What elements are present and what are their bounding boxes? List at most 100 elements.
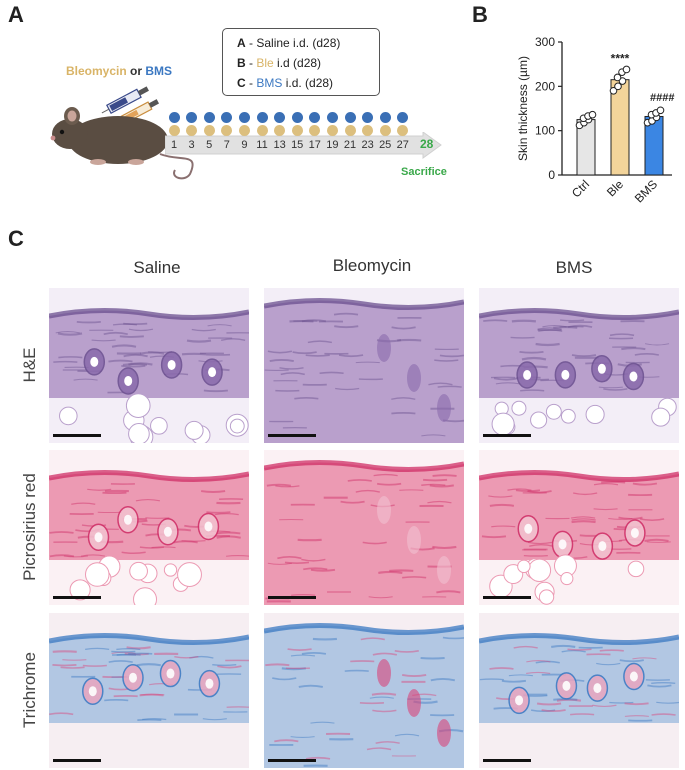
row-label-trichrome: Trichrome (20, 652, 39, 728)
histology-image-picrosirius-red-bleomycin (264, 450, 464, 605)
data-point (614, 82, 622, 91)
timeline-dot-bottom (186, 125, 198, 136)
timeline-dot-top (379, 112, 391, 123)
end-day-label: 28 (420, 137, 434, 151)
timeline-dot-top (274, 112, 286, 123)
timeline-dot-top (326, 112, 338, 123)
timeline-day-label: 9 (241, 139, 248, 151)
skin-thickness-chart: 0 100 200 300 Skin thickness (µm) Ctrl Ble BMS *… (516, 35, 674, 206)
significance-bms: #### (650, 92, 674, 104)
timeline-dot-bottom (291, 125, 303, 136)
legend-row-a: A - Saline i.d. (d28) (237, 36, 341, 50)
treatment-legend: A - Saline i.d. (d28) B - Ble i.d (d28) … (222, 28, 380, 96)
histology-image-picrosirius-red-bms (479, 450, 679, 605)
timeline-dot-bottom (274, 125, 286, 136)
timeline-dot-top (344, 112, 356, 123)
timeline-dot-top (221, 112, 233, 123)
column-title-bleomycin: Bleomycin (332, 256, 412, 275)
timeline-dot-bottom (362, 125, 374, 136)
or-label: or (130, 64, 143, 78)
significance-ble: **** (611, 51, 630, 65)
timeline-day-label: 1 (170, 139, 178, 151)
y-tick-label: 200 (535, 79, 555, 93)
timeline-dot-top (397, 112, 409, 123)
timeline-dot-top (309, 112, 321, 123)
timeline-day-label: 11 (256, 139, 268, 151)
timeline-dot-top (291, 112, 303, 123)
timeline-day-label: 15 (291, 139, 304, 151)
timeline-day-label: 23 (361, 139, 374, 151)
scale-bar (53, 759, 101, 762)
legend-row-b: B - Ble i.d (d28) (237, 56, 322, 70)
data-point (622, 65, 631, 74)
timeline-day-label: 13 (273, 139, 286, 151)
histology-image-h-e-saline (49, 288, 249, 443)
data-point (588, 110, 597, 119)
y-axis-label: Skin thickness (µm) (516, 56, 530, 161)
scale-bar (483, 759, 531, 762)
data-point (618, 77, 627, 85)
timeline-dot-bottom (326, 125, 338, 136)
scale-bar (268, 759, 316, 762)
timeline-dot-top (168, 112, 180, 123)
timeline-dot-bottom (256, 125, 268, 136)
row-label-he: H&E (20, 347, 39, 383)
x-tick-label: BMS (632, 177, 660, 205)
timeline-dot-bottom (203, 125, 215, 136)
timeline-day-label: 21 (343, 139, 357, 151)
timeline-dot-bottom (397, 125, 409, 136)
histology-image-h-e-bleomycin (264, 288, 464, 443)
y-tick-label: 0 (548, 168, 555, 182)
histology-image-h-e-bms (479, 288, 679, 443)
timeline-arrow (165, 132, 442, 159)
timeline-dot-bottom (168, 125, 180, 136)
timeline-dot-top (186, 112, 198, 123)
data-point (613, 73, 622, 82)
timeline-day-label: 25 (379, 139, 392, 151)
scale-bar (53, 596, 101, 599)
panel-letter-c: C (8, 226, 24, 251)
scale-bar (268, 596, 316, 599)
scale-bar (53, 434, 101, 437)
timeline-day-label: 7 (223, 139, 230, 151)
panel-letter-a: A (8, 2, 24, 27)
histology-image-trichrome-bms (479, 613, 679, 768)
histology-image-trichrome-bleomycin (264, 613, 464, 768)
timeline-dot-top (362, 112, 374, 123)
column-title-saline: Saline (133, 258, 181, 277)
timeline-dot-bottom (238, 125, 250, 136)
treatment-labels: Bleomycin or BMS (66, 64, 172, 78)
row-label-picrosirius: Picrosirius red (20, 473, 39, 581)
histology-image-picrosirius-red-saline (49, 450, 249, 605)
timeline-dot-top (203, 112, 215, 123)
bleomycin-label: Bleomycin (66, 64, 127, 78)
timeline-dot-bottom (221, 125, 233, 136)
timeline-dot-top (256, 112, 268, 123)
timeline-day-label: 27 (396, 139, 409, 151)
y-tick-label: 100 (535, 124, 555, 138)
mouse-illustration (50, 86, 194, 180)
syringe-blue-icon (101, 86, 149, 115)
timeline-dot-top (238, 112, 250, 123)
timeline-day-label: 5 (206, 139, 213, 151)
x-tick-label: Ble (604, 177, 626, 199)
timeline-day-label: 3 (188, 139, 195, 151)
timeline-dot-bottom (344, 125, 356, 136)
timeline-dot-bottom (309, 125, 321, 136)
data-point (609, 86, 618, 95)
timeline-dot-bottom (379, 125, 391, 136)
legend-row-c: C - BMS i.d. (d28) (237, 76, 334, 90)
timeline-day-label: 19 (326, 139, 339, 151)
data-point (656, 106, 665, 115)
sacrifice-label: Sacrifice (401, 166, 447, 178)
bms-label: BMS (145, 64, 173, 78)
panel-letter-b: B (472, 2, 488, 27)
histology-image-trichrome-saline (49, 613, 249, 768)
scale-bar (268, 434, 316, 437)
x-tick-label: Ctrl (569, 177, 592, 200)
column-title-bms: BMS (555, 258, 593, 277)
scale-bar (483, 434, 531, 437)
scale-bar (483, 596, 531, 599)
timeline: 1 3 5 7 9 11 13 15 17 19 21 23 25 27 28 Sacrifice (165, 108, 447, 178)
timeline-day-label: 17 (308, 139, 321, 151)
